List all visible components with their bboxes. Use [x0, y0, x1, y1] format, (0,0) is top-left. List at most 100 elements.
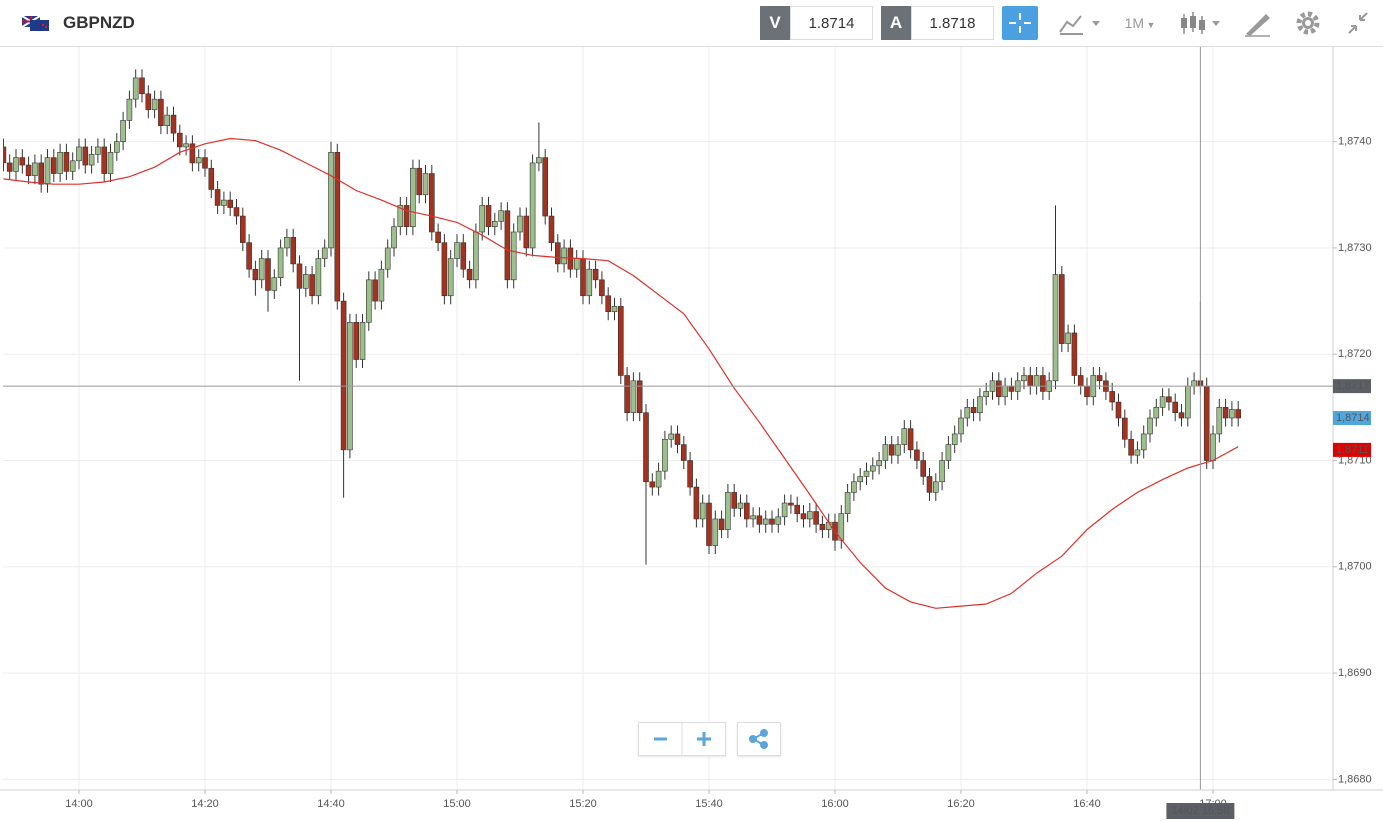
candle-body [895, 444, 901, 456]
candle-body [769, 518, 775, 525]
candle-body [309, 274, 315, 297]
candle-body [951, 433, 958, 445]
candle-body [447, 258, 454, 297]
candle-body [851, 481, 857, 493]
candle-body [674, 433, 681, 445]
y-tick-label: 1,8740 [1338, 136, 1372, 148]
moving-average-line [3, 137, 1239, 609]
candle-body [932, 481, 939, 493]
candle-body [227, 199, 233, 208]
candle-body [762, 518, 769, 525]
candle-body [214, 189, 221, 206]
candle-body [6, 162, 13, 172]
zoom-out-button[interactable] [639, 723, 682, 755]
candle-body [258, 258, 265, 281]
buy-label[interactable]: A [881, 6, 911, 40]
header: GBPNZD V 1.8714 A 1.8718 1M ▼ [0, 0, 1383, 47]
y-tick-label: 1,8690 [1338, 667, 1372, 679]
candle-body [284, 237, 290, 249]
candle-body [781, 502, 788, 518]
candle-body [687, 460, 693, 488]
dropdown-arrow: ▼ [1144, 20, 1156, 30]
candle-body [523, 215, 530, 249]
candle-body [958, 417, 964, 435]
candle-body [170, 114, 177, 134]
candle-body [1166, 396, 1172, 403]
settings-button[interactable] [1290, 6, 1326, 40]
candle-body [19, 157, 26, 166]
buy-price[interactable]: 1.8718 [911, 6, 994, 40]
candle-body [699, 502, 706, 520]
timeframe-button[interactable]: 1M ▼ [1118, 6, 1162, 40]
axes: 1,8680 1,8690 1,8700 1,8710 1,8720 1,8730 1,87… [65, 136, 1372, 819]
chart-type-button[interactable] [1055, 6, 1105, 40]
candle-body [592, 268, 599, 281]
timeframe[interactable]: 1M [1124, 15, 1145, 31]
candle-body [1115, 401, 1122, 419]
candle-body [485, 205, 492, 227]
candle-body [863, 470, 870, 477]
candle-body [252, 268, 259, 281]
candle-body [649, 481, 656, 488]
candle-body [397, 205, 404, 227]
candle-body [706, 502, 712, 546]
candle-body [882, 444, 889, 461]
fullscreen-button[interactable] [1340, 6, 1376, 40]
candle-body [888, 444, 895, 456]
candle-body [359, 322, 366, 360]
candle-body [151, 98, 158, 111]
sell-price[interactable]: 1.8714 [790, 6, 873, 40]
x-tick-label: 14:40 [317, 798, 345, 810]
candle-body [1033, 375, 1040, 387]
candle-body [1229, 409, 1235, 419]
candle-body [1147, 417, 1153, 435]
candle-body [57, 151, 63, 174]
zoom-in-button[interactable] [683, 723, 725, 755]
candle-body [1128, 438, 1134, 456]
candle-body [857, 476, 864, 483]
candle-body [277, 247, 284, 279]
candle-body [1134, 449, 1141, 456]
candle-body [328, 151, 334, 249]
candle-body [189, 143, 196, 164]
x-tick-label: 15:00 [443, 798, 471, 810]
y-tick-label: 1,8700 [1338, 561, 1372, 573]
candle-body [365, 279, 372, 323]
candle-body [221, 199, 227, 206]
candle-body [1059, 274, 1065, 344]
candle-body [599, 279, 605, 297]
candle-body [586, 268, 593, 297]
candle-body [662, 438, 668, 472]
candle-body [1052, 274, 1059, 382]
x-tick-label: 15:40 [695, 798, 723, 810]
sell-label[interactable]: V [760, 6, 790, 40]
candle-body [945, 444, 952, 461]
candle-body [1210, 433, 1216, 461]
candle-body [743, 502, 750, 520]
candle-body [158, 98, 164, 127]
candle-button[interactable] [1176, 6, 1226, 40]
candle-body [428, 173, 435, 233]
candle-body [907, 428, 914, 451]
candle-body [3, 146, 7, 164]
candle-body [775, 516, 782, 525]
x-tick-label: 16:40 [1073, 798, 1101, 810]
candle-body [44, 157, 51, 185]
candle-body [630, 380, 637, 413]
candle-body [725, 492, 731, 530]
candle-body [240, 215, 246, 243]
share-button[interactable] [737, 722, 781, 756]
crosshair-y-box [1333, 379, 1371, 394]
candle-body [995, 380, 1002, 398]
candle-body [334, 151, 341, 302]
draw-button[interactable] [1240, 6, 1276, 40]
candle-body [617, 306, 624, 376]
candle-body [1159, 396, 1166, 408]
candle-body [1203, 385, 1210, 461]
candle-body [1096, 375, 1103, 382]
crosshair-button[interactable] [1002, 6, 1038, 40]
crosshair-x-label: 14/02 16:58 [1171, 805, 1229, 817]
candle-body [605, 295, 612, 313]
